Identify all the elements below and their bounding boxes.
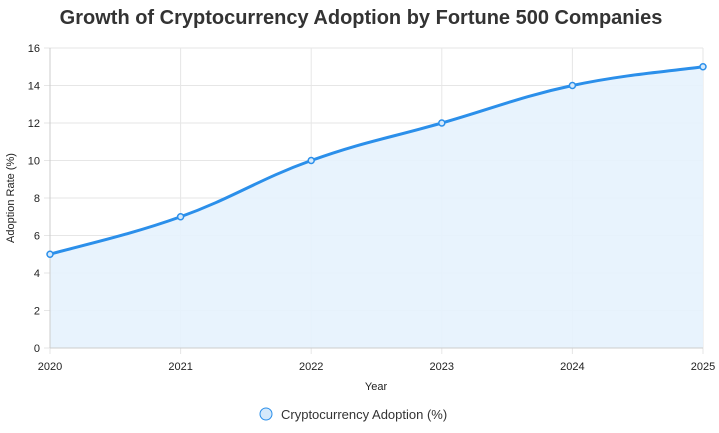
x-tick-label: 2022 (299, 361, 323, 373)
x-tick-label: 2024 (560, 361, 584, 373)
data-point[interactable] (46, 250, 54, 258)
area-layer (48, 65, 705, 348)
x-tick-label: 2020 (38, 361, 62, 373)
series-line (48, 65, 705, 256)
data-point[interactable] (176, 213, 185, 221)
y-tick-label: 0 (34, 343, 40, 355)
data-point[interactable] (699, 63, 707, 71)
axes (49, 48, 703, 349)
series-area-fill (50, 66, 703, 348)
x-axis-ticks: 2020 2021 2022 2023 2024 2025 (38, 361, 715, 373)
x-axis-title: Year (365, 381, 388, 393)
y-axis-ticks: 0 2 4 6 8 10 12 14 16 (28, 43, 40, 355)
y-tick-label: 4 (34, 268, 40, 280)
chart-title: Growth of Cryptocurrency Adoption by For… (60, 7, 663, 29)
x-tick-label: 2023 (430, 361, 454, 373)
y-tick-label: 12 (28, 118, 40, 130)
data-point[interactable] (307, 156, 315, 165)
y-tick-label: 10 (28, 156, 40, 168)
y-axis-title: Adoption Rate (%) (5, 153, 17, 243)
legend[interactable]: Cryptocurrency Adoption (%) (259, 407, 447, 422)
y-tick-label: 2 (34, 306, 40, 318)
y-tick-label: 16 (28, 43, 40, 55)
data-point[interactable] (438, 119, 446, 127)
x-tick-label: 2025 (691, 361, 715, 373)
data-points (46, 63, 707, 258)
data-point[interactable] (568, 81, 577, 90)
y-tick-label: 14 (28, 81, 40, 93)
y-tick-label: 8 (34, 193, 40, 205)
legend-marker-icon (259, 407, 273, 421)
legend-label: Cryptocurrency Adoption (%) (281, 407, 447, 422)
x-tick-label: 2021 (168, 361, 192, 373)
y-tick-label: 6 (34, 231, 40, 243)
